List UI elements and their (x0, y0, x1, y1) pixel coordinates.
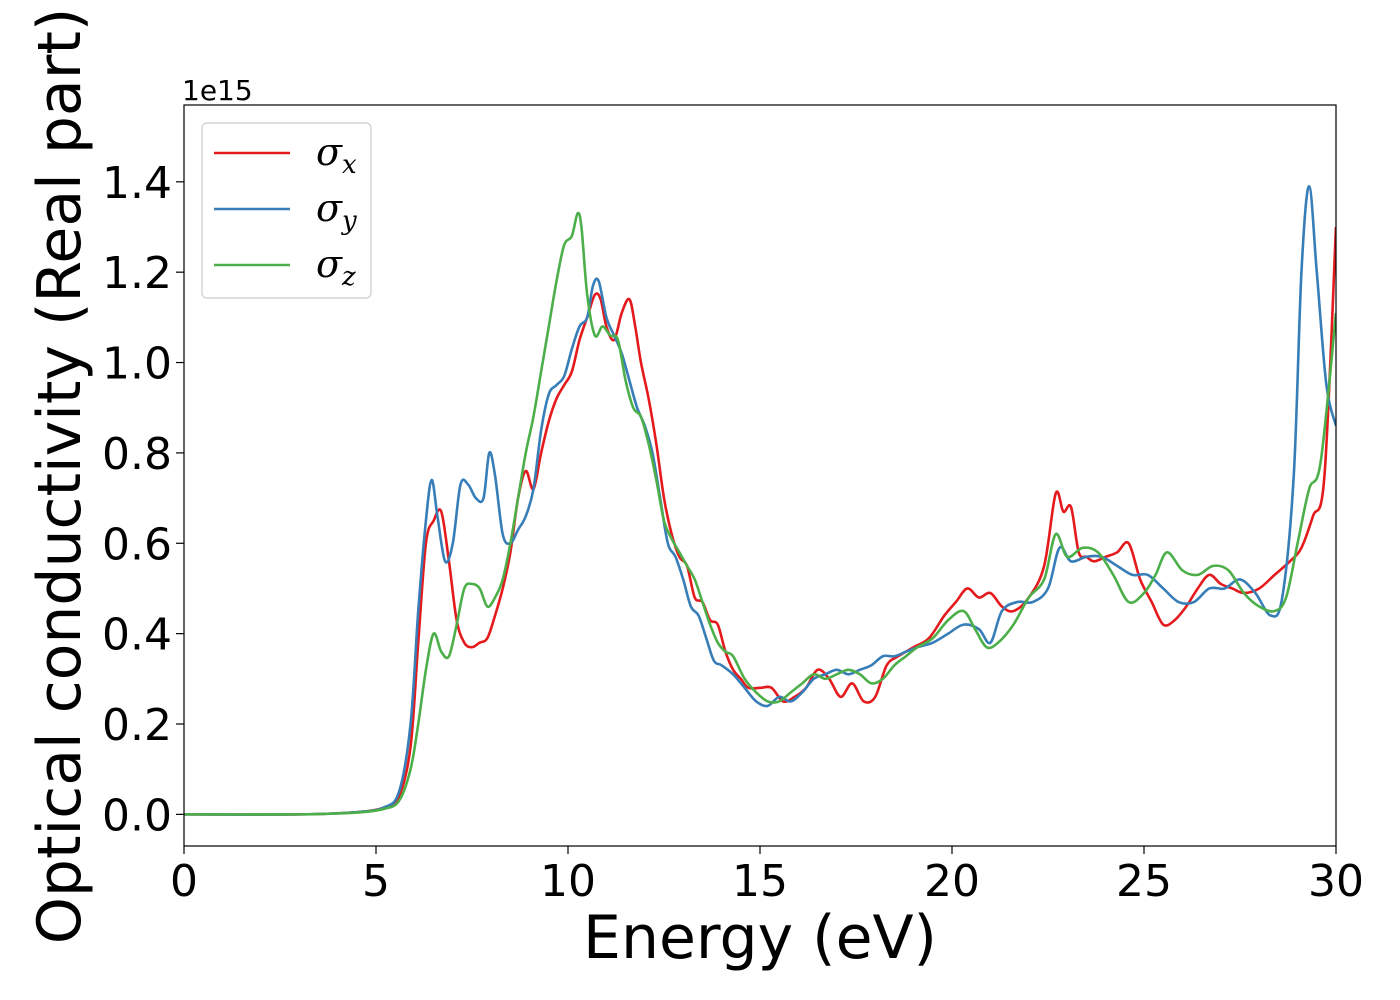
y-axis: 0.0 0.2 0.4 0.6 0.8 1.0 1.2 1.4 (102, 158, 184, 841)
y-tick-label: 0.6 (102, 519, 172, 570)
y-tick-label: 1.0 (102, 339, 172, 390)
y-tick-label: 0.8 (102, 429, 172, 480)
x-axis-title: Energy (eV) (583, 903, 937, 973)
x-tick-label: 0 (170, 856, 198, 907)
y-tick-label: 0.0 (102, 790, 172, 841)
y-tick-label: 1.2 (102, 248, 172, 299)
x-tick-label: 20 (924, 856, 980, 907)
series-line-y (184, 185, 1336, 816)
series-line-z (184, 211, 1336, 816)
series-line-x (184, 226, 1336, 816)
x-tick-label: 15 (732, 856, 788, 907)
y-tick-label: 1.4 (102, 158, 172, 209)
x-tick-label: 25 (1116, 856, 1172, 907)
y-axis-title: Optical conductivity (Real part) (25, 8, 95, 945)
legend-box (201, 122, 372, 299)
y-tick-label: 0.4 (102, 610, 172, 661)
x-tick-label: 5 (362, 856, 390, 907)
x-tick-label: 30 (1308, 856, 1364, 907)
y-tick-label: 0.2 (102, 700, 172, 751)
series-layer (184, 185, 1336, 816)
x-tick-label: 10 (540, 856, 596, 907)
x-axis: 0 5 10 15 20 25 30 (170, 846, 1364, 907)
y-offset-label: 1e15 (182, 74, 253, 107)
